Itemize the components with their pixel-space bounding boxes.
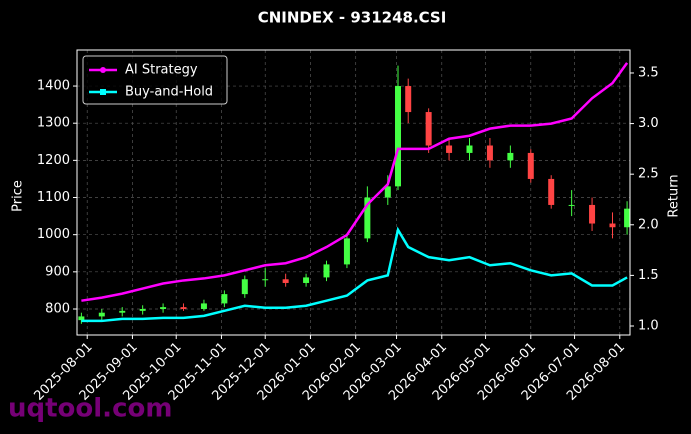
y-tick-label: 1000 [37,227,70,242]
y2-tick-label: 2.0 [638,217,659,232]
plot-frame [76,49,631,336]
candle-body [507,152,514,161]
y2-tick-label: 3.5 [638,65,659,80]
legend-marker [100,67,106,73]
candle-body [364,197,371,239]
y-tick-label: 1100 [37,190,70,205]
legend-label: Buy-and-Hold [125,85,213,100]
legend-label: AI Strategy [125,63,198,78]
candle-body [395,86,402,187]
candle-body [119,310,126,313]
candle-body [527,152,534,179]
y-tick-label: 800 [45,301,70,316]
candle-body [303,277,310,283]
series-line [81,62,629,302]
candle-body [282,279,289,283]
candle-body [323,264,330,278]
candle-body [405,86,412,113]
candle-body [98,312,105,317]
candle-body [446,145,453,153]
candle-body [425,112,432,146]
candle-body [200,303,207,309]
series-line [81,226,628,323]
candle-body [548,178,555,205]
candle-body [262,279,269,281]
legend-box [82,55,228,105]
candle-body [241,279,248,295]
candle-body [568,204,575,206]
y-tick-label: 900 [45,264,70,279]
candle-body [609,223,616,228]
y2-tick-label: 1.5 [638,268,659,283]
legend-marker [100,89,106,95]
y2-tick-label: 2.5 [638,167,659,182]
y-tick-label: 1200 [37,153,70,168]
watermark: uqtool.com [8,394,172,424]
candle-body [486,145,493,161]
candle-body [221,294,228,304]
candle-body [624,208,631,228]
candle-body [384,186,391,198]
candle-body [466,145,473,153]
candle-body [78,316,85,321]
candle-body [589,204,596,224]
y2-tick-label: 3.0 [638,116,659,131]
y-tick-label: 1300 [37,116,70,131]
y2-axis-label: Return [667,174,682,217]
candle-body [139,308,146,311]
y2-tick-label: 1.0 [638,318,659,333]
candle-body [160,307,167,309]
y-axis-label: Price [11,180,26,212]
candle-body [180,307,187,309]
candle-body [343,238,350,265]
y-tick-label: 1400 [37,79,70,94]
chart-title: CNINDEX - 931248.CSI [258,9,447,27]
